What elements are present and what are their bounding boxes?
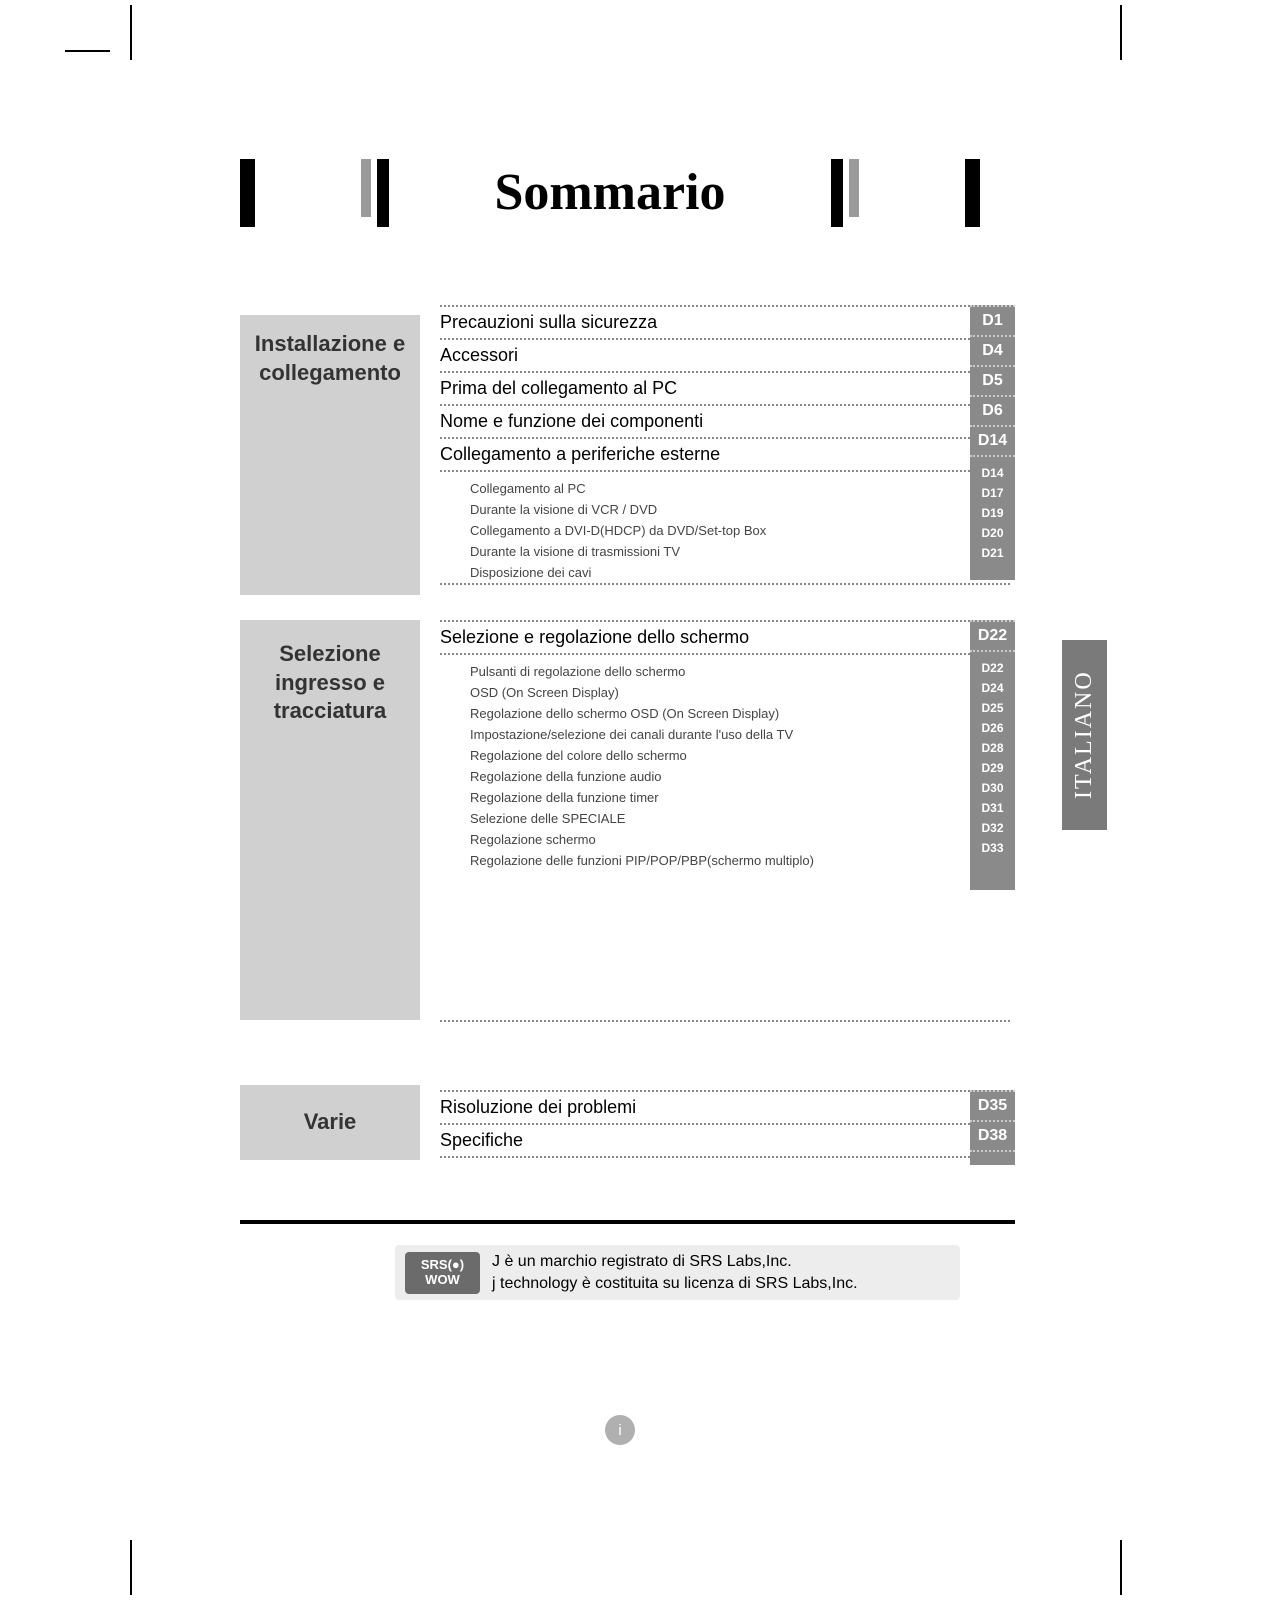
- toc-entry: Precauzioni sulla sicurezza: [440, 305, 1010, 338]
- page-ref: D22: [970, 658, 1015, 678]
- section-heading-text: Installazione e collegamento: [255, 331, 405, 385]
- page-ref: D30: [970, 778, 1015, 798]
- srs-notice: SRS(●) WOW J è un marchio registrato di …: [395, 1245, 960, 1300]
- page-ref: D29: [970, 758, 1015, 778]
- page-ref: D38: [970, 1120, 1015, 1152]
- toc-section-3: Risoluzione dei problemi Specifiche: [440, 1090, 1010, 1158]
- toc-entry: Collegamento a periferiche esterne: [440, 437, 1010, 472]
- page-ref: D14: [970, 463, 1015, 483]
- language-tab: ITALIANO: [1062, 640, 1107, 830]
- page-ref: D19: [970, 503, 1015, 523]
- srs-text: J è un marchio registrato di SRS Labs,In…: [492, 1251, 858, 1294]
- page-number: i: [605, 1415, 635, 1445]
- toc-subentry: Collegamento a DVI-D(HDCP) da DVD/Set-to…: [440, 520, 1010, 541]
- section-heading-2: Selezione ingresso e tracciatura: [240, 620, 420, 1020]
- crop-mark: [130, 1540, 132, 1595]
- srs-logo-bottom: WOW: [425, 1273, 460, 1287]
- page-ref: D33: [970, 838, 1015, 858]
- srs-line2: j technology è costituita su licenza di …: [492, 1273, 858, 1295]
- srs-line1: J è un marchio registrato di SRS Labs,In…: [492, 1251, 858, 1273]
- page-title: Sommario: [494, 163, 725, 222]
- srs-logo-top: SRS(●): [421, 1258, 464, 1272]
- toc-subentry: OSD (On Screen Display): [440, 682, 1010, 703]
- title-band: Sommario: [240, 155, 980, 230]
- toc-subentry: Selezione delle SPECIALE: [440, 808, 1010, 829]
- toc-subentry: Regolazione della funzione audio: [440, 766, 1010, 787]
- toc-entry: Selezione e regolazione dello schermo: [440, 620, 1010, 655]
- page-ref: D32: [970, 818, 1015, 838]
- page-ref: D25: [970, 698, 1015, 718]
- page-column-2: D22 D22 D24 D25 D26 D28 D29 D30 D31 D32 …: [970, 620, 1015, 890]
- page-ref: D17: [970, 483, 1015, 503]
- toc-subentry: Regolazione del colore dello schermo: [440, 745, 1010, 766]
- separator: [440, 583, 1010, 585]
- crop-mark: [1120, 5, 1122, 60]
- page-ref: D4: [970, 335, 1015, 365]
- toc-subentry: Disposizione dei cavi: [440, 562, 1010, 583]
- page-ref: D26: [970, 718, 1015, 738]
- decor-bar: [240, 159, 255, 227]
- toc-section-2: Selezione e regolazione dello schermo Pu…: [440, 620, 1010, 871]
- page-ref: D24: [970, 678, 1015, 698]
- page-ref: D35: [970, 1090, 1015, 1120]
- page-ref: D31: [970, 798, 1015, 818]
- section-heading-1: Installazione e collegamento: [240, 315, 420, 595]
- page-ref: D28: [970, 738, 1015, 758]
- page-ref: D22: [970, 620, 1015, 652]
- page-ref: D1: [970, 305, 1015, 335]
- toc-subentry: Pulsanti di regolazione dello schermo: [440, 661, 1010, 682]
- section-heading-3: Varie: [240, 1085, 420, 1160]
- toc-entry: Accessori: [440, 338, 1010, 371]
- toc-subentry: Collegamento al PC: [440, 478, 1010, 499]
- page-ref: D14: [970, 425, 1015, 457]
- toc-subentry: Regolazione delle funzioni PIP/POP/PBP(s…: [440, 850, 1010, 871]
- bottom-divider: [240, 1220, 1015, 1224]
- page-ref: D6: [970, 395, 1015, 425]
- toc-entry: Specifiche: [440, 1123, 1010, 1158]
- toc-entry: Nome e funzione dei componenti: [440, 404, 1010, 437]
- decor-bar-pair: [361, 159, 389, 227]
- crop-mark: [130, 5, 132, 60]
- page-column-3: D35 D38: [970, 1090, 1015, 1165]
- toc-subentry: Durante la visione di VCR / DVD: [440, 499, 1010, 520]
- section-heading-text: Varie: [304, 1108, 357, 1137]
- decor-bar: [965, 159, 980, 227]
- toc-entry: Risoluzione dei problemi: [440, 1090, 1010, 1123]
- separator: [440, 1020, 1010, 1022]
- toc-section-1: Precauzioni sulla sicurezza Accessori Pr…: [440, 305, 1010, 583]
- crop-mark: [1120, 1540, 1122, 1595]
- page-ref: D20: [970, 523, 1015, 543]
- srs-logo: SRS(●) WOW: [405, 1252, 480, 1294]
- toc-subentry: Regolazione schermo: [440, 829, 1010, 850]
- toc-subentry: Regolazione dello schermo OSD (On Screen…: [440, 703, 1010, 724]
- section-heading-text: Selezione ingresso e tracciatura: [274, 641, 387, 723]
- toc-subentry: Regolazione della funzione timer: [440, 787, 1010, 808]
- decor-bar-pair: [831, 159, 859, 227]
- toc-subentry: Impostazione/selezione dei canali durant…: [440, 724, 1010, 745]
- page-ref: D21: [970, 543, 1015, 563]
- toc-subentry: Durante la visione di trasmissioni TV: [440, 541, 1010, 562]
- page-ref: D5: [970, 365, 1015, 395]
- page-column-1: D1 D4 D5 D6 D14 D14 D17 D19 D20 D21: [970, 305, 1015, 580]
- crop-mark: [65, 50, 110, 52]
- toc-entry: Prima del collegamento al PC: [440, 371, 1010, 404]
